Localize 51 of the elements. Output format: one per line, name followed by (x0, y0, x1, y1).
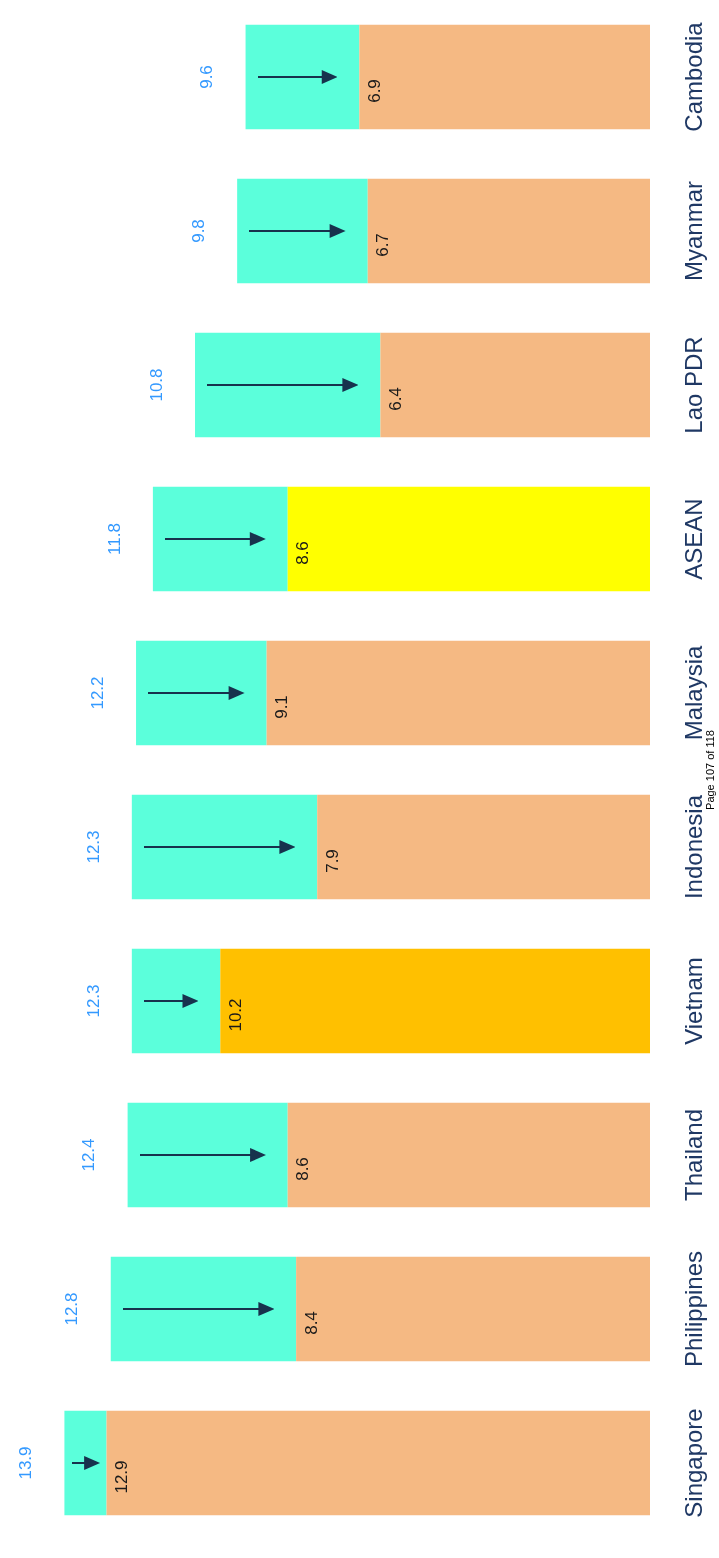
bar (131, 948, 221, 1054)
y-tick-label: Indonesia (679, 794, 707, 900)
bar (287, 1102, 650, 1208)
y-tick-label: Lao PDR (679, 336, 707, 434)
y-tick-label: Vietnam (679, 957, 707, 1045)
data-label: 6.9 (365, 79, 384, 103)
y-tick-label: Singapore (679, 1408, 707, 1518)
text: Page 107 of 118 (704, 730, 717, 810)
total-label: 12.3 (83, 830, 103, 864)
bar (152, 486, 288, 592)
data-label: 8.4 (301, 1311, 321, 1335)
data-label: 9.1 (272, 695, 292, 719)
bar (296, 1256, 650, 1362)
data-label: 7.9 (322, 849, 342, 873)
y-tick-label: Cambodia (679, 21, 707, 132)
bar (195, 332, 381, 438)
total-label: 10.8 (146, 368, 166, 402)
bar (317, 794, 650, 900)
data-label: 12.9 (112, 1460, 132, 1494)
bar (64, 1410, 107, 1516)
bar (220, 948, 650, 1054)
y-tick-label: Malaysia (679, 645, 707, 741)
total-label: 12.8 (62, 1292, 82, 1326)
y-tick-label: ASEAN (679, 498, 707, 580)
bar (266, 640, 650, 746)
bar (367, 178, 650, 284)
total-label: 9.8 (188, 219, 208, 243)
total-label: 11.8 (104, 523, 124, 555)
total-label: 13.9 (16, 1446, 36, 1480)
bar (127, 1102, 288, 1208)
bar (131, 794, 318, 900)
data-label: 6.7 (373, 233, 393, 257)
bar (287, 486, 650, 592)
data-label: 6.4 (386, 387, 406, 411)
data-label: 8.6 (293, 1157, 313, 1181)
data-label: 8.6 (293, 541, 313, 565)
bar (359, 24, 650, 130)
bar (110, 1256, 297, 1362)
bar (136, 640, 267, 746)
bar (245, 24, 360, 130)
total-label: 12.3 (83, 984, 103, 1018)
total-label: 12.4 (79, 1138, 99, 1172)
y-tick-label: Philippines (679, 1250, 707, 1368)
y-tick-label: Thailand (679, 1108, 707, 1202)
y-tick-label: Myanmar (679, 180, 707, 282)
bar (106, 1410, 650, 1516)
bar (237, 178, 368, 284)
bar (380, 332, 650, 438)
total-label: 9.6 (197, 65, 217, 89)
data-label: 10.2 (225, 998, 245, 1032)
total-label: 12.2 (87, 676, 107, 710)
